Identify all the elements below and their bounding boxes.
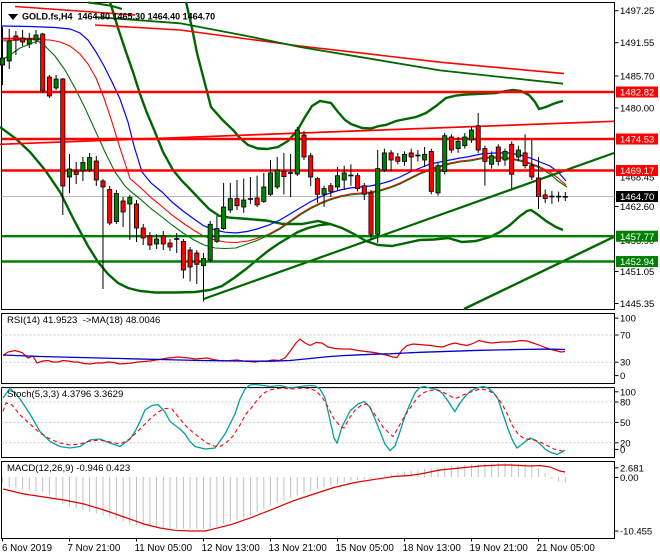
svg-text:6 Nov 2019: 6 Nov 2019 [2, 543, 52, 554]
svg-text:0: 0 [620, 371, 625, 382]
svg-text:1445.35: 1445.35 [620, 299, 654, 310]
svg-text:2.681: 2.681 [620, 463, 644, 474]
svg-text:1491.55: 1491.55 [620, 38, 654, 49]
svg-text:11 Nov 05:00: 11 Nov 05:00 [135, 543, 193, 554]
svg-text:1474.53: 1474.53 [620, 135, 654, 146]
svg-text:7 Nov 21:00: 7 Nov 21:00 [68, 543, 121, 554]
svg-text:15 Nov 05:00: 15 Nov 05:00 [336, 543, 395, 554]
svg-text:19 Nov 21:00: 19 Nov 21:00 [470, 543, 529, 554]
svg-text:1462.60: 1462.60 [620, 202, 654, 213]
svg-text:100: 100 [620, 387, 636, 398]
svg-text:1464.70: 1464.70 [620, 192, 654, 203]
svg-text:80: 80 [620, 398, 631, 409]
svg-text:MACD(12,26,9) -0.946 0.423: MACD(12,26,9) -0.946 0.423 [7, 463, 130, 474]
svg-text:GOLD.fs,H4 1464.80 1465.30 14: GOLD.fs,H4 1464.80 1465.30 1464.40 1464.… [22, 12, 215, 22]
svg-text:0: 0 [620, 445, 625, 456]
svg-text:50: 50 [620, 418, 631, 429]
svg-text:70: 70 [620, 331, 631, 342]
svg-text:100: 100 [620, 314, 636, 325]
svg-text:1451.05: 1451.05 [620, 267, 654, 278]
svg-text:1485.70: 1485.70 [620, 72, 654, 83]
svg-text:1497.25: 1497.25 [620, 6, 654, 17]
svg-text:1457.77: 1457.77 [620, 232, 654, 243]
svg-text:20: 20 [620, 438, 631, 449]
svg-text:-10.455: -10.455 [620, 527, 652, 538]
svg-text:Stoch(5,3,3) 4.3796 3.3629: Stoch(5,3,3) 4.3796 3.3629 [7, 389, 123, 400]
svg-text:1469.17: 1469.17 [620, 166, 654, 177]
svg-text:30: 30 [620, 358, 631, 369]
svg-text:1452.94: 1452.94 [620, 257, 654, 268]
svg-text:1468.45: 1468.45 [620, 173, 654, 184]
svg-text:12 Nov 13:00: 12 Nov 13:00 [202, 543, 261, 554]
svg-text:18 Nov 13:00: 18 Nov 13:00 [403, 543, 462, 554]
svg-text:1480.00: 1480.00 [620, 104, 654, 115]
svg-text:21 Nov 05:00: 21 Nov 05:00 [537, 543, 596, 554]
svg-text:0.00: 0.00 [620, 473, 639, 484]
svg-text:13 Nov 21:00: 13 Nov 21:00 [269, 543, 328, 554]
svg-text:1482.82: 1482.82 [620, 88, 654, 99]
svg-text:RSI(14) 41.9523 ->MA(18) 48.0: RSI(14) 41.9523 ->MA(18) 48.0046 [7, 315, 160, 326]
